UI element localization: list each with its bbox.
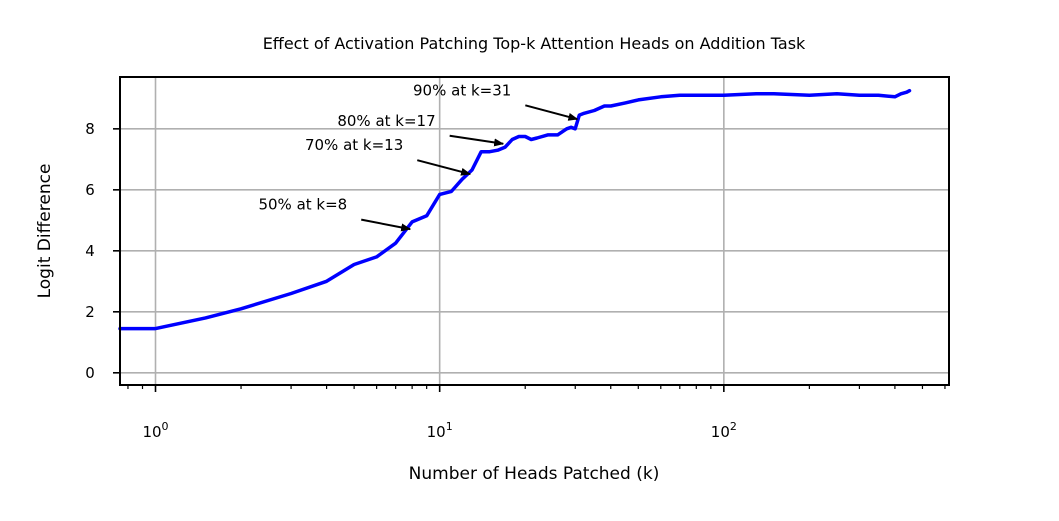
plot-frame — [119, 76, 950, 386]
grid — [120, 77, 949, 385]
annotation-layer: 50% at k=8 70% at k=13 80% at k=17 90% at k… — [258, 81, 579, 232]
annotation-arrow — [525, 104, 579, 121]
chart-title: Effect of Activation Patching Top-k Atte… — [263, 34, 806, 53]
y-tick-label: 8 — [85, 120, 95, 138]
x-tick-label: 102 — [711, 420, 737, 441]
x-tick-label-base: 10 — [711, 423, 730, 441]
y-axis-label: Logit Difference — [35, 164, 55, 299]
x-tick-label: 101 — [427, 420, 453, 441]
series-layer — [118, 88, 912, 331]
series-line — [118, 88, 912, 331]
x-axis-label: Number of Heads Patched (k) — [409, 464, 660, 484]
x-tick-label-exponent: 1 — [446, 420, 453, 433]
x-tick-label: 100 — [142, 420, 168, 441]
annotation-label: 80% at k=17 — [337, 112, 435, 130]
x-tick-label-base: 10 — [427, 423, 446, 441]
y-tick-label: 4 — [85, 242, 95, 260]
annotation-label: 90% at k=31 — [413, 81, 511, 99]
x-tick-label-exponent: 0 — [162, 420, 169, 433]
annotation-arrow — [361, 218, 412, 232]
x-tick-label-exponent: 2 — [730, 420, 737, 433]
y-tick-label: 2 — [85, 303, 95, 321]
annotation-label: 70% at k=13 — [305, 136, 403, 154]
annotation-arrow — [449, 134, 505, 147]
x-tick-label-base: 10 — [142, 423, 161, 441]
y-tick-label: 6 — [85, 181, 95, 199]
annotation-label: 50% at k=8 — [258, 196, 347, 214]
y-tick-label: 0 — [85, 364, 95, 382]
annotation-arrow — [417, 159, 472, 176]
